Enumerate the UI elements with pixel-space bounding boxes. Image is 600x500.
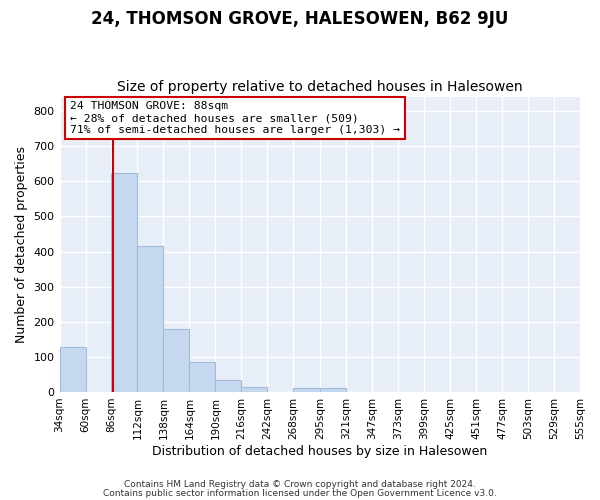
Bar [59,348,86,392]
Y-axis label: Number of detached properties: Number of detached properties [15,146,28,343]
Text: 24 THOMSON GROVE: 88sqm
← 28% of detached houses are smaller (509)
71% of semi-d: 24 THOMSON GROVE: 88sqm ← 28% of detache… [70,102,400,134]
Title: Size of property relative to detached houses in Halesowen: Size of property relative to detached ho… [117,80,523,94]
X-axis label: Distribution of detached houses by size in Halesowen: Distribution of detached houses by size … [152,444,487,458]
Bar [293,388,320,392]
Bar [241,387,268,392]
Bar [320,388,346,392]
Bar [112,172,137,392]
Bar [190,362,215,392]
Text: 24, THOMSON GROVE, HALESOWEN, B62 9JU: 24, THOMSON GROVE, HALESOWEN, B62 9JU [91,10,509,28]
Bar [137,246,163,392]
Text: Contains HM Land Registry data © Crown copyright and database right 2024.: Contains HM Land Registry data © Crown c… [124,480,476,489]
Bar [215,380,241,392]
Text: Contains public sector information licensed under the Open Government Licence v3: Contains public sector information licen… [103,489,497,498]
Bar [163,330,190,392]
